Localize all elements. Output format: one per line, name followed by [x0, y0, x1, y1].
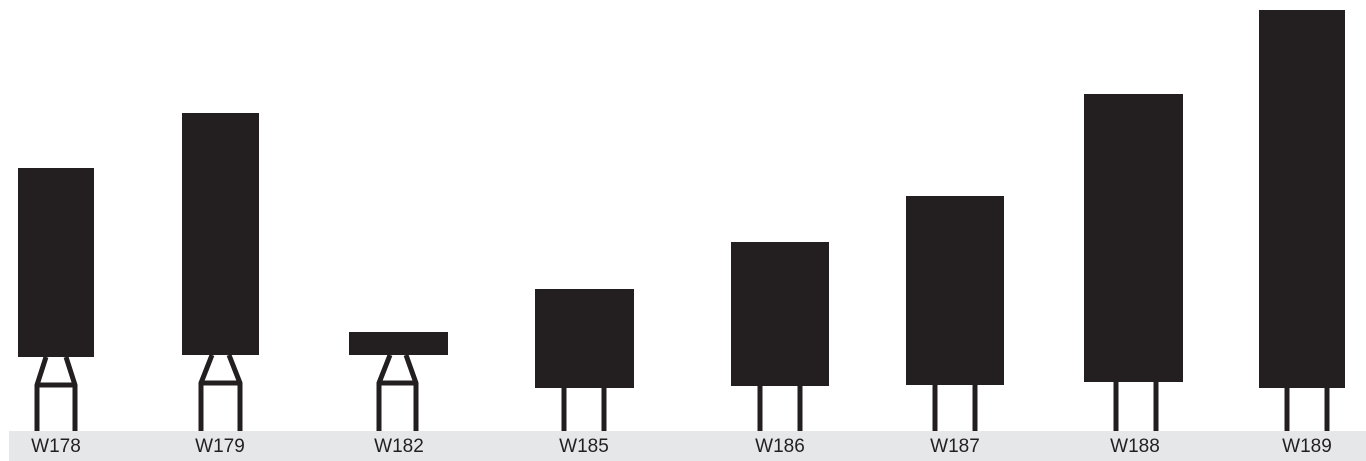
- item-w186-body: [731, 242, 829, 386]
- item-w179: [182, 113, 259, 432]
- item-label-w186: W186: [755, 436, 805, 457]
- item-label-w178: W178: [31, 436, 81, 457]
- item-label-w185: W185: [559, 436, 609, 457]
- item-w185-body: [535, 289, 634, 388]
- item-w178-legs: [34, 356, 78, 432]
- item-label-w187: W187: [930, 436, 980, 457]
- item-w179-legs: [198, 354, 243, 432]
- item-w187-legs: [932, 385, 978, 432]
- item-w188: [1084, 94, 1183, 432]
- item-w182-legs: [376, 354, 419, 432]
- item-label-w182: W182: [374, 436, 424, 457]
- item-w189-body: [1259, 10, 1345, 388]
- item-w186: [731, 242, 829, 432]
- item-w188-body: [1084, 94, 1183, 382]
- item-w182: [349, 332, 448, 432]
- item-w189: [1259, 10, 1345, 432]
- item-label-w188: W188: [1110, 436, 1160, 457]
- item-w187-body: [906, 196, 1004, 385]
- item-w186-legs: [757, 386, 803, 432]
- item-w189-legs: [1284, 388, 1330, 432]
- item-label-w179: W179: [195, 436, 245, 457]
- item-w185: [535, 289, 634, 432]
- item-w179-body: [182, 113, 259, 355]
- item-w187: [906, 196, 1004, 432]
- label-strip: [9, 431, 1366, 461]
- item-w178-body: [18, 168, 94, 357]
- item-w185-legs: [561, 388, 607, 432]
- item-label-w189: W189: [1282, 436, 1332, 457]
- item-w178: [18, 168, 94, 432]
- item-w182-body: [349, 332, 448, 355]
- item-w188-legs: [1113, 382, 1159, 432]
